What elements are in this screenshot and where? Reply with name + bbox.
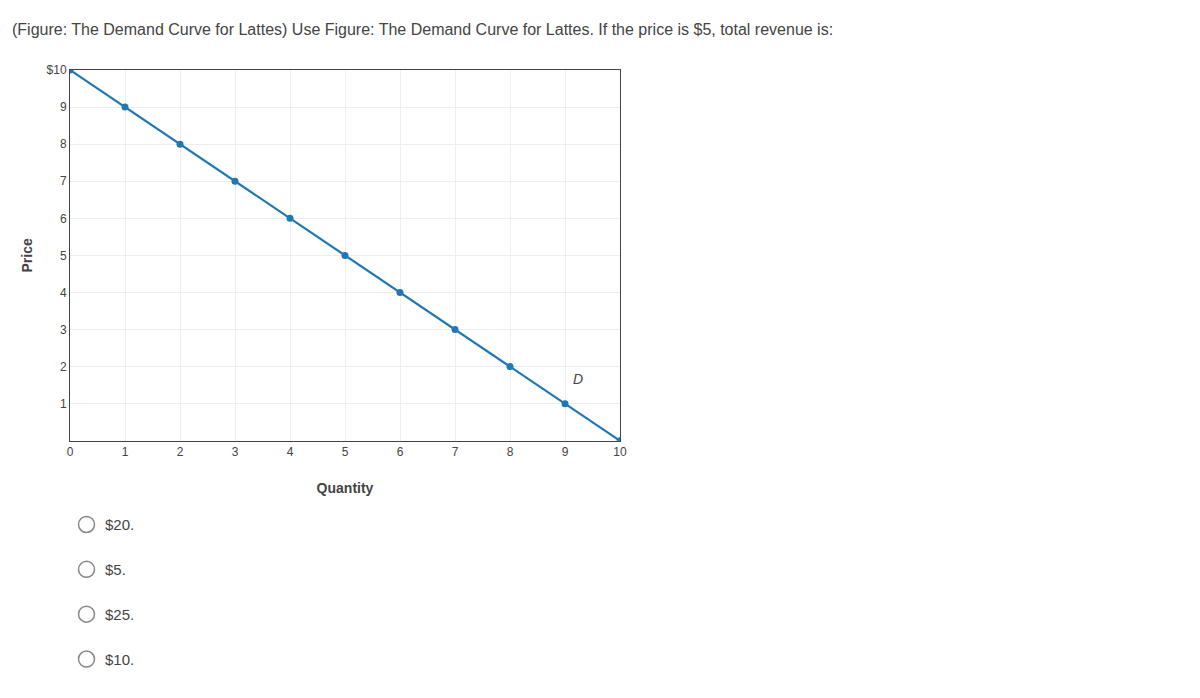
- svg-text:2: 2: [60, 360, 67, 374]
- svg-text:$5.: $5.: [105, 561, 126, 578]
- svg-text:$10.: $10.: [105, 651, 134, 668]
- svg-text:2: 2: [177, 445, 184, 459]
- svg-text:9: 9: [562, 445, 569, 459]
- svg-text:(Figure: The Demand Curve for: (Figure: The Demand Curve for Lattes) Us…: [12, 21, 833, 38]
- svg-text:$10: $10: [47, 63, 67, 77]
- svg-text:$20.: $20.: [105, 516, 134, 533]
- svg-text:1: 1: [122, 445, 129, 459]
- svg-text:Quantity: Quantity: [317, 480, 374, 496]
- svg-text:$25.: $25.: [105, 606, 134, 623]
- svg-text:0: 0: [67, 445, 74, 459]
- svg-text:3: 3: [232, 445, 239, 459]
- svg-text:1: 1: [60, 397, 67, 411]
- svg-text:4: 4: [60, 286, 67, 300]
- svg-text:5: 5: [60, 249, 67, 263]
- svg-text:8: 8: [507, 445, 514, 459]
- svg-text:3: 3: [60, 323, 67, 337]
- svg-text:4: 4: [287, 445, 294, 459]
- svg-text:8: 8: [60, 137, 67, 151]
- svg-text:6: 6: [397, 445, 404, 459]
- svg-text:9: 9: [60, 100, 67, 114]
- svg-text:7: 7: [60, 174, 67, 188]
- svg-text:5: 5: [342, 445, 349, 459]
- svg-text:D: D: [573, 371, 583, 387]
- svg-text:10: 10: [613, 445, 627, 459]
- svg-text:6: 6: [60, 212, 67, 226]
- svg-text:7: 7: [452, 445, 459, 459]
- svg-text:Price: Price: [19, 238, 35, 272]
